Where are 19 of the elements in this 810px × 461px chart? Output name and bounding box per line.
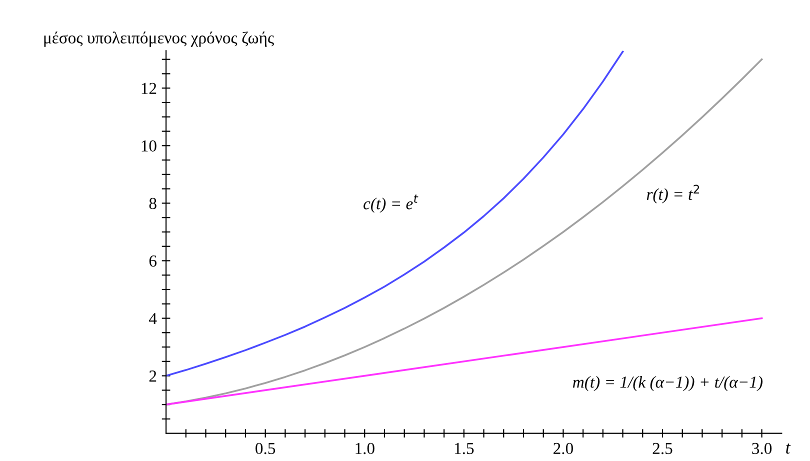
x-tick-label: 1.5 [454, 442, 474, 454]
x-tick-label: 3.0 [752, 442, 772, 454]
series-label: r(t) = t$^{2}$ [646, 184, 700, 204]
y-tick-label: 8 [149, 198, 156, 210]
x-tick-label: 2.5 [652, 442, 672, 454]
x-tick-label: 2.0 [554, 442, 573, 454]
line-series [166, 58, 763, 406]
y-tick-label: 4 [149, 313, 157, 324]
y-tick-label: 12 [142, 82, 156, 94]
y-axis-title: μέσος υπολειπόμενος χρόνος ζωής [44, 32, 274, 47]
x-tick-label: 1.0 [356, 442, 374, 454]
y-tick-label: 10 [142, 140, 156, 152]
x-tick-label: 0.5 [256, 442, 276, 454]
y-tick-label: 6 [149, 255, 157, 267]
y-tick-label: 2 [149, 370, 156, 382]
text: c(t) = e$^{t}$ [364, 194, 418, 213]
line-series [166, 50, 624, 377]
series-label: m(t) = 1/(k (α−1)) + t/(α−1) [572, 376, 763, 392]
x-axis-title: t [786, 443, 791, 454]
